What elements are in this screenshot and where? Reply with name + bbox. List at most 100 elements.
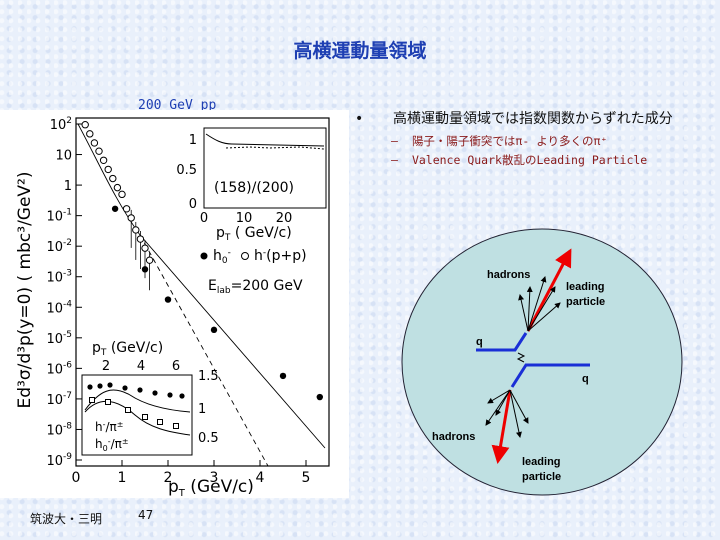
- fit-line-dashed: [139, 234, 269, 467]
- footer-institution: 筑波大・三明: [30, 512, 103, 526]
- label-leading-bottom: leading: [522, 456, 561, 468]
- y-tick-label: 10-8: [46, 421, 72, 438]
- y-tick-label: 10-3: [46, 269, 72, 286]
- inset-bottom-right-tick: 1.5: [198, 369, 219, 384]
- quark-line-upper: [476, 332, 528, 352]
- y-tick-label: 10-7: [46, 391, 72, 408]
- y-tick-label: 10-9: [46, 452, 72, 469]
- inset-top-xtick: 0: [200, 211, 208, 226]
- hadron-arrow: [487, 389, 511, 404]
- data-point-pp: [118, 190, 126, 199]
- y-tick-label: 102: [50, 116, 72, 133]
- inset-bottom-curve1: [84, 389, 191, 413]
- quark-line-lower: [510, 363, 590, 388]
- x-tick-label: 2: [164, 470, 173, 486]
- inset-top-label: (158)/(200): [214, 180, 294, 196]
- sub-bullet-text: Valence Quark散乱のLeading Particle: [411, 153, 648, 167]
- data-point-h0: [164, 296, 172, 303]
- elab-label: Elab=200 GeV: [208, 278, 303, 296]
- inset-point-open: [142, 414, 148, 420]
- data-point-pp: [90, 139, 99, 147]
- inset-point-filled: [87, 384, 93, 390]
- x-tick-label: 5: [302, 470, 311, 486]
- leading-particle-arrow-bottom: [491, 389, 512, 464]
- y-tick-label: 10-6: [46, 360, 72, 377]
- inset-bottom-toplabel: pT (GeV/c): [92, 340, 163, 358]
- y-tick-label: 1: [64, 179, 72, 194]
- data-point-pp: [104, 165, 112, 174]
- label-quark-left: q: [476, 336, 483, 348]
- inset-bottom-top-tick: 6: [172, 359, 180, 374]
- inset-point-filled: [137, 387, 143, 393]
- data-point-h0: [316, 393, 323, 401]
- bullet-main: • 高横運動量領域では指数関数からずれた成分: [355, 108, 715, 130]
- inset-bottom-top-tick: 2: [102, 359, 110, 374]
- inset-top-ytick: 0: [189, 197, 197, 212]
- data-point-pp: [81, 121, 89, 129]
- inset-point-open: [157, 419, 163, 425]
- hadron-arrow: [527, 276, 547, 332]
- inset-top-ytick: 0.5: [176, 163, 197, 178]
- x-tick-label: 3: [210, 470, 219, 486]
- label-leading-top: leading: [566, 281, 605, 293]
- sub-bullet-dash: –: [391, 134, 398, 148]
- plot-caption: 200 GeV pp: [138, 98, 217, 113]
- legend-filled-marker: [200, 252, 208, 260]
- leading-particle-arrow-top: [526, 248, 572, 332]
- sub-bullet: – Valence Quark散乱のLeading Particle: [391, 152, 715, 168]
- x-tick-label: 1: [118, 470, 127, 486]
- legend-open-marker: [241, 252, 249, 260]
- inset-bottom-legend2: h0-/π±: [95, 437, 129, 453]
- sub-bullet-dash: –: [391, 153, 398, 167]
- inset-point-open: [173, 423, 179, 429]
- inset-point-filled: [122, 385, 128, 391]
- inset-point-open: [89, 397, 95, 403]
- inset-point-open: [105, 399, 111, 405]
- data-point-pp: [109, 174, 117, 183]
- data-point-h0: [210, 326, 218, 334]
- inset-point-open: [125, 407, 131, 413]
- hadron-arrow: [509, 389, 522, 438]
- interaction-region: [401, 228, 683, 496]
- data-point-h0: [141, 266, 149, 273]
- data-point-h0: [279, 372, 287, 380]
- sub-bullet: – 陽子・陽子衝突ではπ‐ より多くのπ⁺: [391, 133, 715, 149]
- inset-top-ratio-curve: [205, 133, 325, 147]
- label-quark-right: q: [582, 373, 589, 385]
- slide-title: 高横運動量領域: [293, 40, 427, 62]
- sub-bullet-text: 陽子・陽子衝突ではπ‐ より多くのπ⁺: [411, 134, 608, 148]
- hadron-arrow: [527, 302, 561, 332]
- hadron-arrow: [509, 389, 529, 424]
- label-particle-bottom: particle: [522, 471, 561, 483]
- hadron-arrow: [485, 389, 511, 426]
- inset-bottom-right-tick: 0.5: [198, 431, 219, 446]
- data-point-pp: [141, 244, 149, 252]
- hadron-arrow: [527, 286, 556, 332]
- data-point-pp: [86, 130, 94, 138]
- bullet-list: • 高横運動量領域では指数関数からずれた成分 – 陽子・陽子衝突ではπ‐ より多く…: [355, 108, 715, 168]
- scattering-diagram-svg: hadrons leading particle q q hadrons lea…: [401, 228, 683, 496]
- y-tick-label: 10-4: [46, 299, 72, 316]
- y-tick-label: 10: [55, 149, 72, 164]
- data-point-h0: [111, 205, 119, 212]
- inset-top-xlabel: pT ( GeV/c): [216, 225, 292, 243]
- x-axis-label: pT (GeV/c): [168, 477, 254, 498]
- inset-bottom-legend1: h-/π±: [95, 420, 123, 434]
- page-number: 47: [138, 508, 154, 522]
- inset-top-ratio-dotted: [225, 146, 325, 150]
- hadron-arrow: [526, 286, 533, 332]
- bullet-dot: •: [355, 111, 364, 127]
- label-particle-top: particle: [566, 296, 605, 308]
- inset-top-xtick: 10: [236, 211, 253, 226]
- y-tick-label: 10-1: [46, 208, 72, 225]
- y-tick-label: 10-5: [46, 330, 72, 347]
- data-point-pp: [122, 205, 131, 213]
- scattering-diagram: hadrons leading particle q q hadrons lea…: [400, 225, 712, 501]
- data-point-pp: [99, 156, 108, 165]
- y-tick-label: 10-2: [46, 238, 72, 255]
- inset-point-filled: [167, 392, 173, 398]
- hadron-arrow: [518, 294, 529, 332]
- data-point-pp: [132, 226, 140, 234]
